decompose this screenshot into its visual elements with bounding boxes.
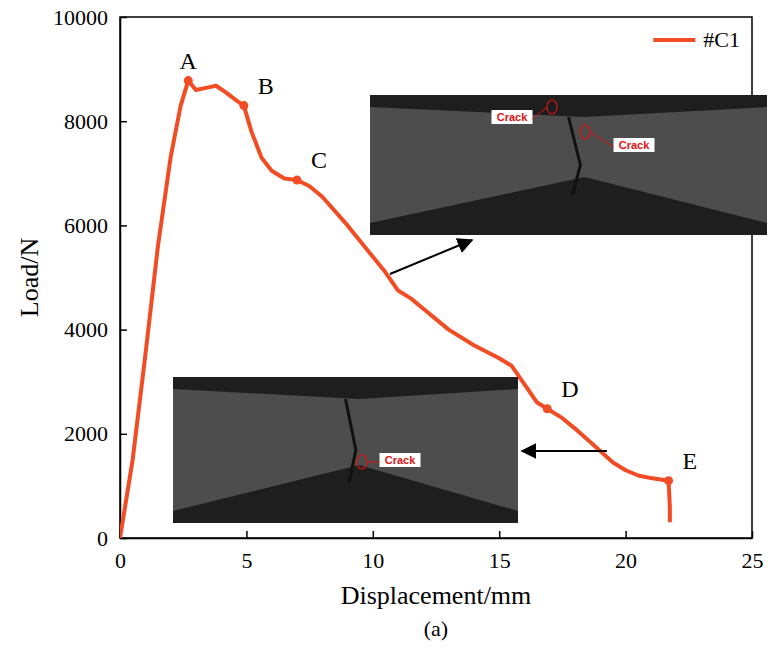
tick-mark	[120, 434, 127, 436]
crack-circle	[357, 455, 367, 469]
label-leader	[533, 107, 548, 119]
tick-label: 5	[241, 548, 252, 573]
inset-shade	[173, 465, 518, 523]
tick-label: 0	[115, 548, 126, 573]
y-axis: 0 2000 4000 6000 8000 10000	[53, 5, 127, 551]
point-label: E	[683, 448, 698, 474]
inset-image: Crack	[173, 377, 518, 523]
tick-label: 2000	[64, 421, 108, 446]
tick-mark	[120, 17, 127, 19]
tick-mark	[120, 225, 127, 227]
tick-label: 8000	[64, 109, 108, 134]
tick: 2000	[64, 421, 127, 446]
tick-label: 10000	[53, 5, 108, 30]
tick: 20	[615, 531, 637, 573]
inset-label: Crack	[619, 139, 650, 151]
tick-label: 10	[362, 548, 384, 573]
legend-label: #C1	[703, 27, 740, 52]
inset-label: Crack	[497, 111, 528, 123]
tick-label: 6000	[64, 213, 108, 238]
tick-mark	[246, 531, 248, 538]
inset-bg	[370, 95, 767, 235]
inset-label: Crack	[385, 454, 416, 466]
x-axis: 0 5 10 15 20 25	[115, 531, 764, 573]
inset-bg	[173, 377, 518, 523]
crack-circle	[547, 100, 557, 114]
inset-shade	[370, 95, 767, 117]
tick: 15	[489, 531, 511, 573]
tick-mark	[120, 329, 127, 331]
point-label: A	[180, 48, 198, 74]
chart: 0 5 10 15 20 25 0 2000 4000 6000 8000 10000 Displace…	[0, 0, 774, 648]
tick: 25	[742, 531, 764, 573]
x-axis-title: Displacement/mm	[341, 581, 532, 610]
inset-shade	[370, 177, 767, 235]
arrow	[522, 450, 607, 452]
y-axis-title: Load/N	[15, 238, 44, 318]
label-leader	[367, 462, 380, 463]
tick-mark	[625, 531, 627, 538]
tick-label: 0	[97, 526, 108, 551]
tick-mark	[499, 531, 501, 538]
tick-label: 25	[742, 548, 764, 573]
label-patch	[380, 453, 421, 467]
inset-shade	[173, 377, 518, 399]
tick-label: 20	[615, 548, 637, 573]
arrow	[390, 240, 472, 274]
key-point	[543, 404, 552, 413]
label-patch	[492, 110, 533, 124]
axis-line	[120, 18, 122, 539]
tick-mark	[120, 121, 127, 123]
tick-label: 15	[489, 548, 511, 573]
tick: 10000	[53, 5, 127, 30]
legend: #C1	[653, 27, 740, 52]
tick: 8000	[64, 109, 127, 134]
point-label: B	[258, 73, 274, 99]
key-point	[292, 176, 301, 185]
inset-image: Crack Crack	[370, 95, 767, 235]
key-point	[664, 476, 673, 485]
inset-crack-line	[569, 117, 581, 195]
legend-swatch	[653, 38, 695, 42]
label-patch	[614, 138, 655, 152]
tick-label: 4000	[64, 317, 108, 342]
label-leader	[590, 132, 614, 147]
point-label: C	[311, 147, 327, 173]
inset-crack-line	[346, 399, 356, 483]
axis-line	[121, 538, 753, 540]
tick-mark	[373, 531, 375, 538]
point-label: D	[561, 376, 578, 402]
caption: (a)	[424, 616, 448, 641]
crack-circle	[580, 125, 590, 139]
tick-mark	[752, 531, 754, 538]
tick: 4000	[64, 317, 127, 342]
tick: 10	[362, 531, 384, 573]
tick: 5	[241, 531, 252, 573]
key-point	[239, 101, 248, 110]
tick: 6000	[64, 213, 127, 238]
key-point	[184, 76, 193, 85]
